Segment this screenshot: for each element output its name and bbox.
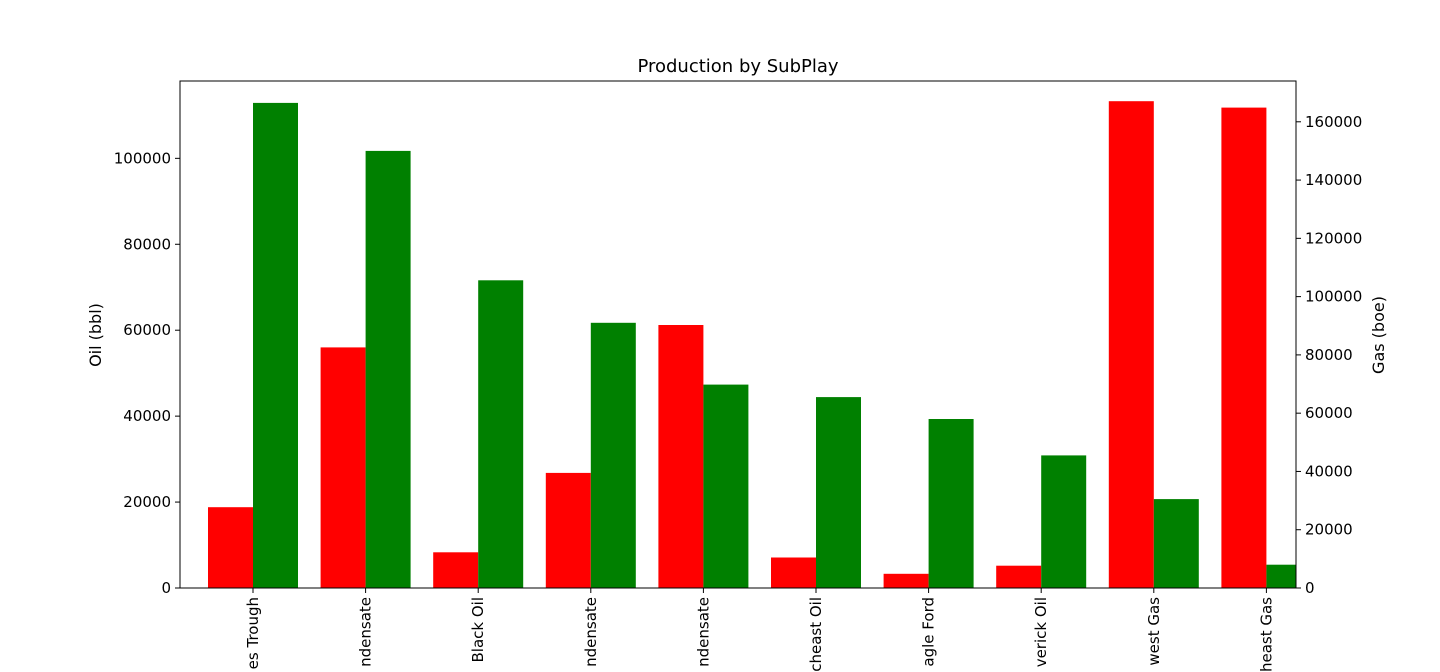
y-tick-label-left-0: 0 xyxy=(161,579,171,597)
gas-bar-2 xyxy=(478,280,524,588)
x-tick-label-4: ndensate xyxy=(694,597,712,667)
right-y-axis-ticks: 0 20000 40000 60000 80000 100000 120000 140000 1… xyxy=(1296,113,1362,597)
plot-frame xyxy=(179,80,1297,589)
y-tick-label-right-4: 80000 xyxy=(1305,346,1353,364)
y-tick-label-left-1: 20000 xyxy=(123,493,171,511)
gas-bar-0 xyxy=(253,102,298,589)
y-tick-label-left-3: 60000 xyxy=(123,321,171,339)
y-axis-label-left: Oil (bbl) xyxy=(86,303,105,367)
x-tick-label-8: west Gas xyxy=(1145,597,1163,666)
oil-bar-1 xyxy=(320,347,366,588)
x-tick-label-5: cheast Oil xyxy=(807,597,825,672)
oil-bar-2 xyxy=(433,552,479,588)
y-tick-label-right-3: 60000 xyxy=(1305,404,1353,422)
y-tick-label-right-1: 20000 xyxy=(1305,521,1353,539)
oil-bar-5 xyxy=(771,557,816,588)
oil-bar-8 xyxy=(1108,101,1154,588)
oil-bar-0 xyxy=(208,507,253,588)
x-tick-label-6: agle Ford xyxy=(920,597,938,667)
y-tick-label-right-8: 160000 xyxy=(1305,113,1362,131)
gas-bar-5 xyxy=(816,397,861,588)
bars-group xyxy=(208,101,1296,589)
oil-bar-9 xyxy=(1221,107,1267,588)
y-tick-label-right-0: 0 xyxy=(1305,579,1315,597)
y-tick-label-right-5: 100000 xyxy=(1305,288,1362,306)
y-tick-label-left-2: 40000 xyxy=(123,407,171,425)
x-tick-label-1: ndensate xyxy=(357,597,375,667)
oil-bar-7 xyxy=(996,565,1042,588)
x-axis-ticks: es Trough ndensate Black Oil ndensate ndensa… xyxy=(244,588,1275,672)
gas-bar-6 xyxy=(928,419,974,588)
x-tick-label-2: Black Oil xyxy=(469,597,487,663)
oil-bar-6 xyxy=(883,573,929,588)
left-y-axis-ticks: 0 20000 40000 60000 80000 100000 xyxy=(114,149,180,597)
x-tick-label-7: verick Oil xyxy=(1032,597,1050,667)
y-axis-label-right: Gas (boe) xyxy=(1369,296,1388,374)
gas-bar-8 xyxy=(1153,499,1199,588)
gas-bar-9 xyxy=(1266,564,1296,588)
gas-bar-3 xyxy=(590,322,636,588)
x-tick-label-3: ndensate xyxy=(582,597,600,667)
y-tick-label-left-5: 100000 xyxy=(114,149,171,167)
x-tick-label-0: es Trough xyxy=(244,597,262,669)
x-tick-label-9: heast Gas xyxy=(1257,597,1275,672)
y-tick-label-right-6: 120000 xyxy=(1305,229,1362,247)
y-tick-label-left-4: 80000 xyxy=(123,235,171,253)
gas-bar-7 xyxy=(1041,455,1087,588)
y-tick-label-right-2: 40000 xyxy=(1305,462,1353,480)
y-tick-label-right-7: 140000 xyxy=(1305,171,1362,189)
oil-bar-3 xyxy=(545,472,591,588)
gas-bar-1 xyxy=(365,150,411,588)
oil-bar-4 xyxy=(658,325,704,588)
chart-title: Production by SubPlay xyxy=(637,56,838,77)
gas-bar-4 xyxy=(703,384,749,588)
